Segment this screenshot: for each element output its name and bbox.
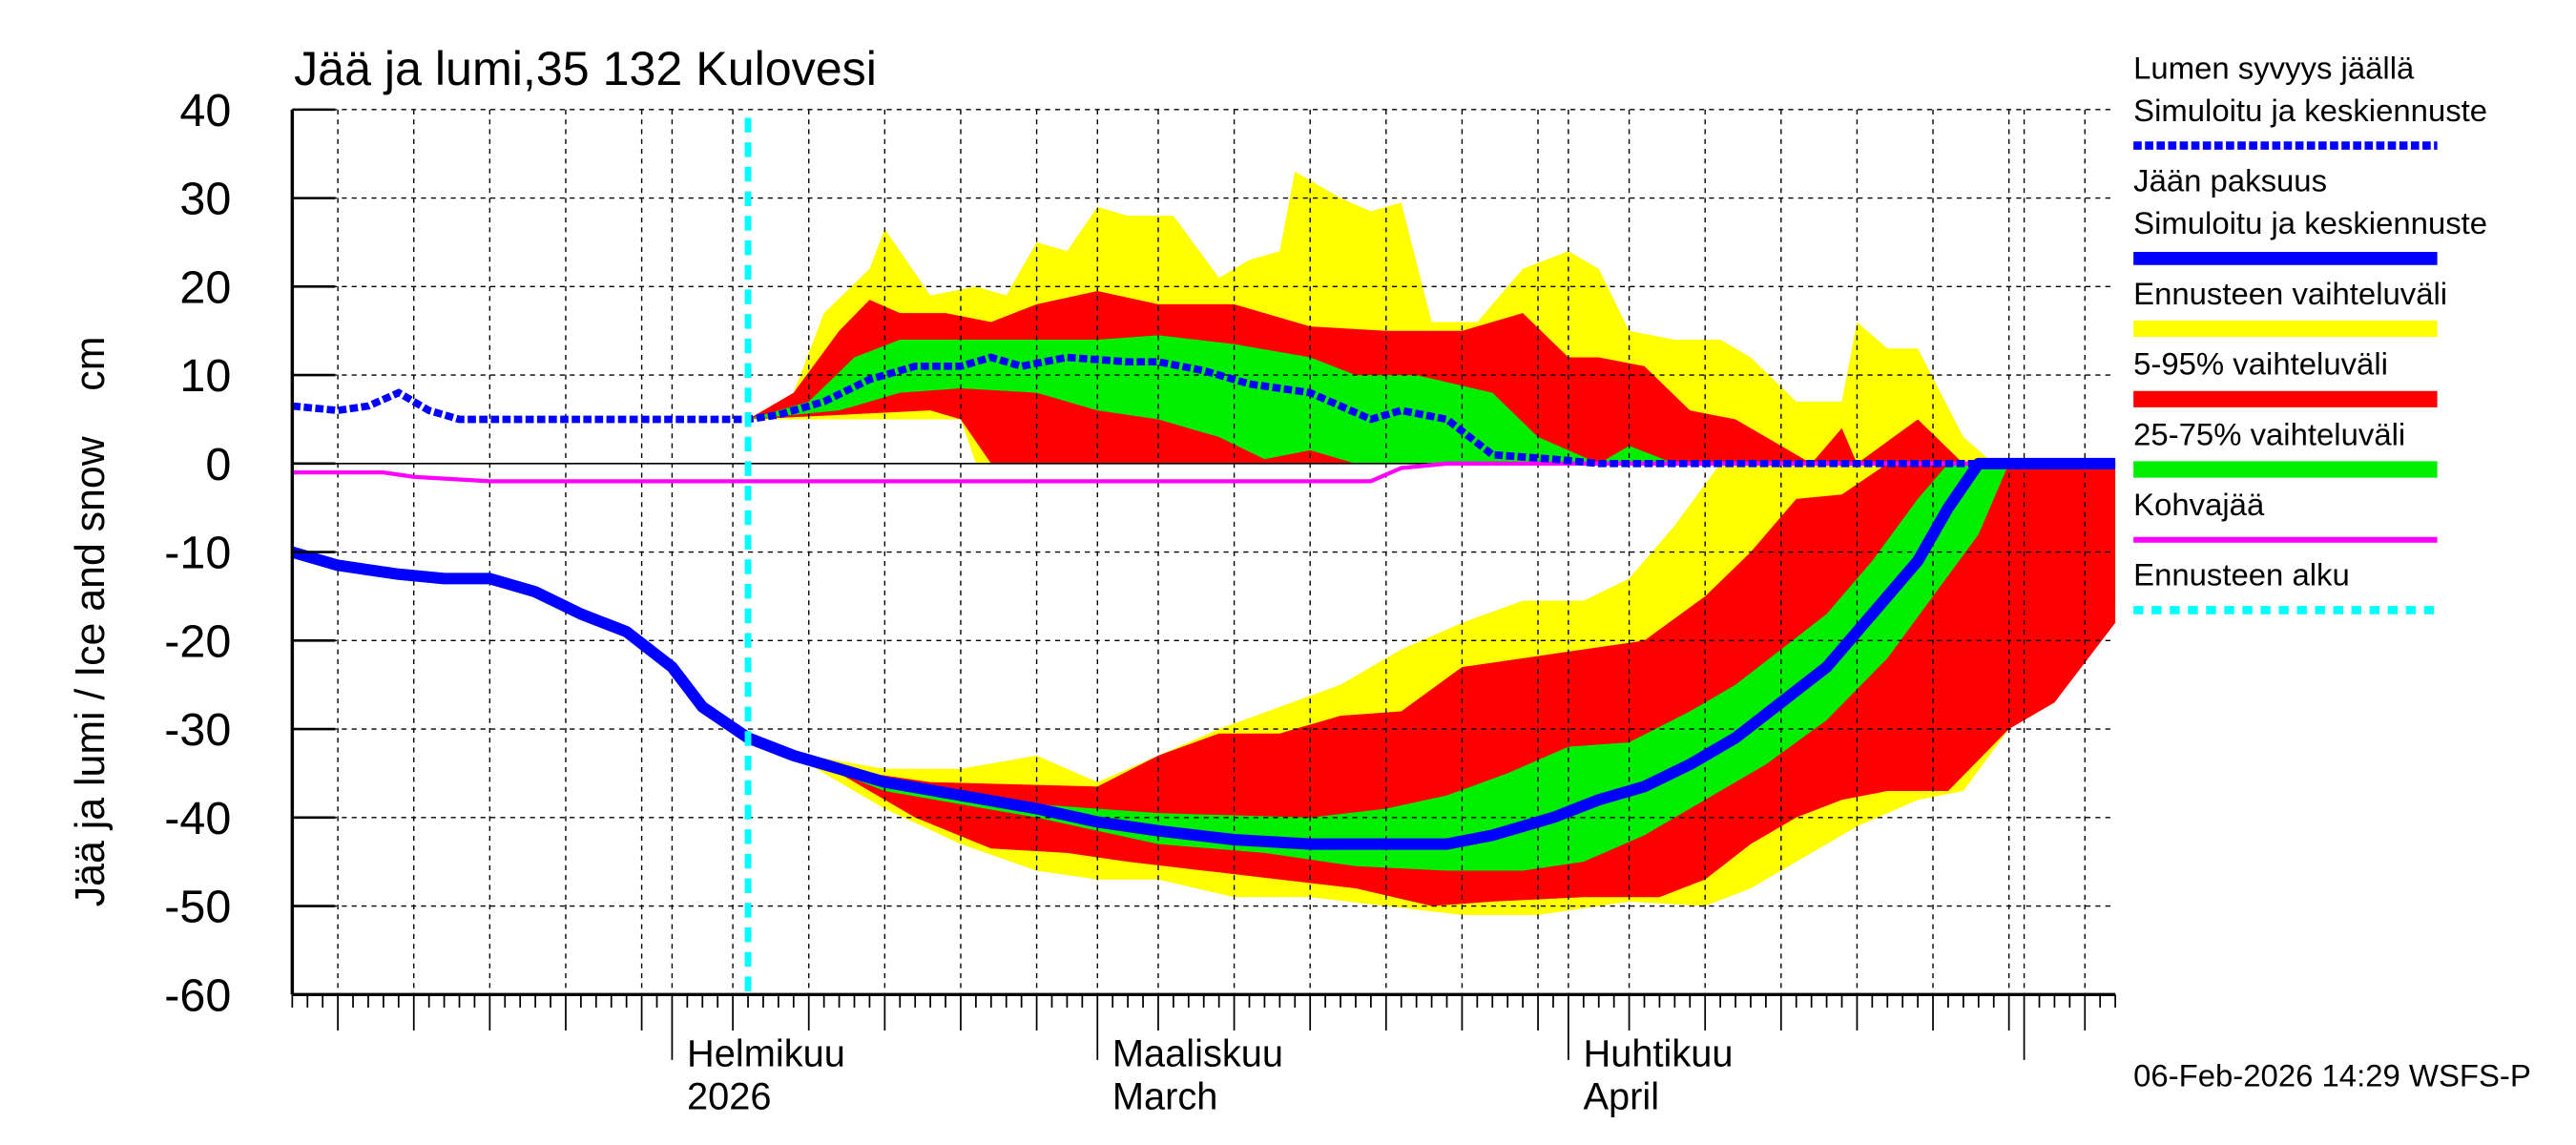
legend-label: Lumen syvyys jäällä <box>2133 50 2415 85</box>
bands <box>748 171 2116 915</box>
y-tick-label: 10 <box>179 350 231 402</box>
x-month-label: Helmikuu <box>687 1033 845 1075</box>
legend-label: 5-95% vaihteluväli <box>2133 346 2388 382</box>
y-tick-label: -30 <box>164 704 231 756</box>
lines <box>290 117 2116 995</box>
y-axis-label: Jää ja lumi / Ice and snow cm <box>68 337 114 907</box>
band-ice-range-5-95 <box>748 463 2116 906</box>
y-tick-label: -10 <box>164 528 231 579</box>
x-month-sublabel: April <box>1583 1075 1659 1117</box>
y-tick-label: 20 <box>179 262 231 314</box>
band-snow-range-5-95 <box>748 290 2116 464</box>
y-tick-label: 30 <box>179 174 231 225</box>
snow-depth-line <box>291 353 2116 468</box>
legend-label: Kohvajää <box>2133 487 2265 522</box>
y-tick-label: 0 <box>205 439 231 490</box>
band-snow-range-25-75 <box>748 335 2116 464</box>
x-month-sublabel: March <box>1112 1075 1218 1117</box>
y-tick-label: -60 <box>164 970 231 1022</box>
timestamp: 06-Feb-2026 14:29 WSFS-P <box>2133 1057 2531 1093</box>
y-tick-label: -50 <box>164 882 231 933</box>
band-ice-range-25-75 <box>748 463 2116 871</box>
y-tick-label: -40 <box>164 793 231 844</box>
ice-thickness-line <box>290 457 2116 850</box>
x-month-label: Maaliskuu <box>1112 1033 1283 1075</box>
y-tick-label: 40 <box>179 85 231 136</box>
legend-label: Jään paksuus <box>2133 163 2327 198</box>
legend-label: Ennusteen vaihteluväli <box>2133 276 2447 311</box>
x-month-label: Huhtikuu <box>1583 1033 1733 1075</box>
legend-label: 25-75% vaihteluväli <box>2133 416 2405 451</box>
legend-label: Ennusteen alku <box>2133 557 2350 593</box>
legend-sublabel: Simuloitu ja keskiennuste <box>2133 93 2487 128</box>
legend: Lumen syvyys jäällä Simuloitu ja keskienn… <box>2133 50 2487 614</box>
x-month-sublabel: 2026 <box>687 1075 772 1117</box>
chart-title: Jää ja lumi,35 132 Kulovesi <box>294 42 877 95</box>
legend-sublabel: Simuloitu ja keskiennuste <box>2133 205 2487 240</box>
slush-line <box>292 461 2116 484</box>
y-tick-label: -20 <box>164 616 231 668</box>
